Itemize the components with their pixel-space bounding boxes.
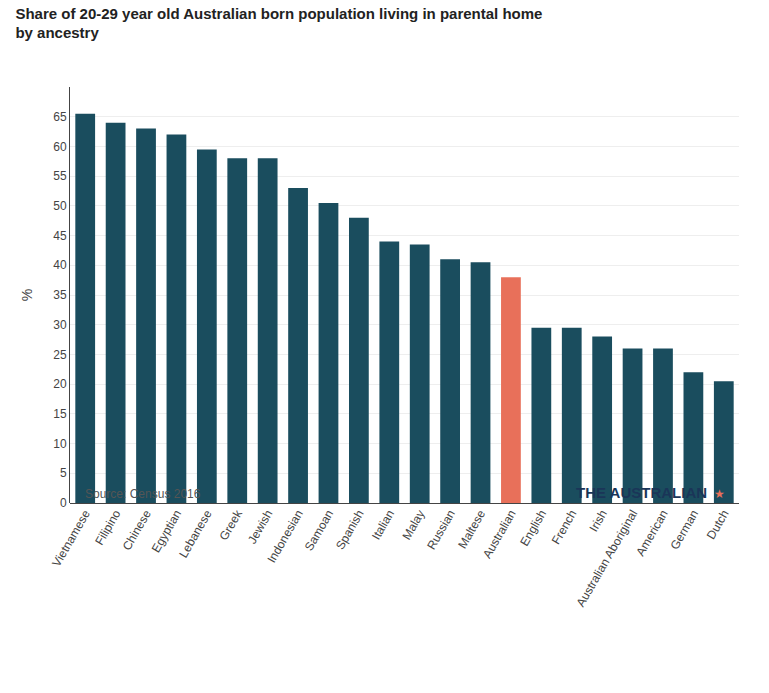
svg-text:Maltese: Maltese — [455, 507, 488, 551]
svg-text:Russian: Russian — [424, 508, 458, 553]
svg-text:Egyptian: Egyptian — [149, 508, 184, 555]
svg-text:★: ★ — [714, 487, 725, 501]
svg-text:American: American — [633, 508, 670, 559]
svg-text:20: 20 — [53, 377, 67, 391]
svg-text:65: 65 — [53, 110, 67, 124]
svg-text:Indonesian: Indonesian — [264, 508, 305, 566]
svg-text:40: 40 — [53, 258, 67, 272]
svg-text:THE AUSTRALIAN: THE AUSTRALIAN — [576, 484, 707, 501]
svg-text:Irish: Irish — [586, 508, 609, 535]
svg-text:10: 10 — [53, 437, 67, 451]
svg-text:35: 35 — [53, 288, 67, 302]
svg-text:30: 30 — [53, 318, 67, 332]
svg-text:Spanish: Spanish — [333, 508, 367, 553]
svg-text:Malay: Malay — [399, 508, 427, 543]
svg-text:Vietnamese: Vietnamese — [49, 507, 93, 569]
svg-text:English: English — [517, 508, 549, 549]
svg-text:45: 45 — [53, 229, 67, 243]
svg-text:French: French — [549, 508, 580, 547]
svg-text:Greek: Greek — [217, 507, 246, 543]
svg-text:Jewish: Jewish — [245, 508, 275, 547]
svg-text:Filipino: Filipino — [92, 507, 123, 547]
svg-text:0: 0 — [60, 496, 67, 510]
svg-text:German: German — [667, 508, 701, 553]
svg-text:5: 5 — [60, 466, 67, 480]
svg-text:60: 60 — [53, 140, 67, 154]
svg-text:55: 55 — [53, 169, 67, 183]
svg-text:Share of 20-29 year old Austra: Share of 20-29 year old Australian born … — [15, 5, 542, 42]
svg-text:25: 25 — [53, 348, 67, 362]
svg-text:Italian: Italian — [369, 508, 397, 543]
svg-text:15: 15 — [53, 407, 67, 421]
svg-text:50: 50 — [53, 199, 67, 213]
svg-text:Australian Aboriginal: Australian Aboriginal — [574, 508, 641, 610]
svg-text:Chinese: Chinese — [120, 507, 154, 552]
svg-text:Samoan: Samoan — [302, 508, 336, 554]
svg-text:Dutch: Dutch — [704, 508, 732, 542]
svg-text:Source: Census 2016: Source: Census 2016 — [85, 487, 201, 501]
svg-text:Australian: Australian — [480, 508, 519, 561]
svg-text:Lebanese: Lebanese — [176, 507, 215, 560]
svg-text:%: % — [19, 289, 35, 301]
